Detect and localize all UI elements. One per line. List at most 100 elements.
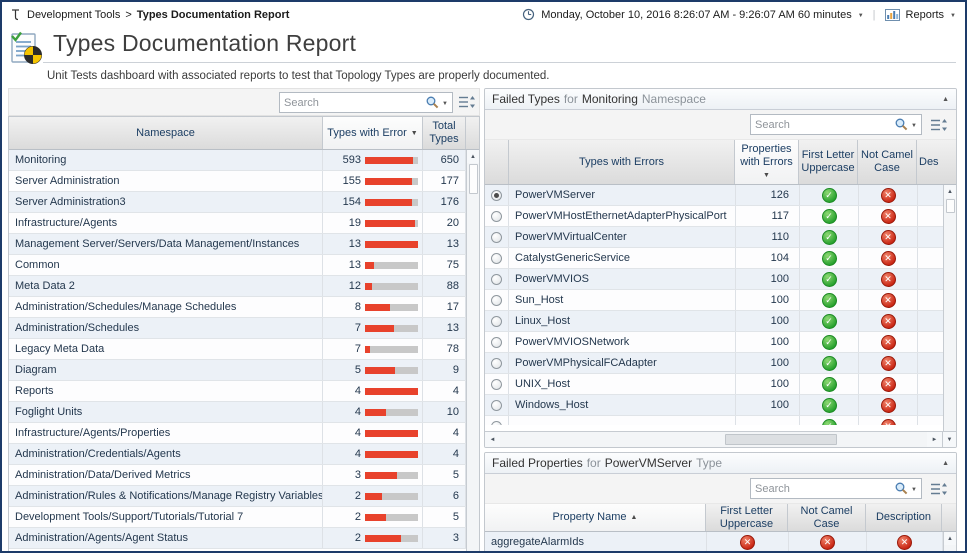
failed-types-horizontal-scrollbar[interactable]: ◄ ► ▼	[485, 431, 956, 447]
customizer-icon[interactable]	[931, 118, 947, 132]
scroll-right-icon[interactable]: ►	[927, 432, 942, 447]
table-row[interactable]: Development Tools/Support/Tutorials/Tuto…	[9, 507, 466, 528]
column-header[interactable]: Property Name▲	[485, 504, 706, 531]
error-ratio-bar-fill	[365, 262, 374, 269]
table-row[interactable]: CatalystGenericService104✓✕	[485, 248, 943, 269]
search-options-caret-icon[interactable]	[911, 119, 917, 131]
failed-types-vertical-scrollbar[interactable]: ▲	[943, 185, 956, 438]
column-header[interactable]: Types with Errors	[509, 140, 735, 184]
table-row[interactable]: Infrastructure/Agents1920	[9, 213, 466, 234]
error-ratio-bar	[365, 304, 418, 311]
customizer-icon[interactable]	[459, 95, 475, 109]
row-radio-button[interactable]	[491, 253, 502, 264]
namespaces-search-input[interactable]	[280, 97, 425, 109]
type-name-cell: CatalystGenericService	[509, 248, 736, 268]
types-with-error-cell: 4	[323, 444, 423, 464]
table-row[interactable]: Foglight Units410	[9, 402, 466, 423]
table-row[interactable]: Sun_Host100✓✕	[485, 290, 943, 311]
table-row[interactable]: PowerVMServer126✓✕	[485, 185, 943, 206]
table-row[interactable]: aggregateAlarmIds✕✕✕	[485, 532, 943, 553]
table-row[interactable]: Legacy Meta Data778	[9, 339, 466, 360]
row-radio-button[interactable]	[491, 232, 502, 243]
row-radio-button[interactable]	[491, 337, 502, 348]
namespaces-vertical-scrollbar[interactable]: ▲	[466, 150, 479, 552]
table-row[interactable]: Linux_Host100✓✕	[485, 311, 943, 332]
column-header[interactable]: Des	[917, 140, 942, 184]
time-range-label[interactable]: Monday, October 10, 2016 8:26:07 AM - 9:…	[541, 9, 851, 21]
description-cell	[918, 248, 943, 268]
table-row[interactable]: PowerVMVIOSNetwork100✓✕	[485, 332, 943, 353]
row-radio-button[interactable]	[491, 274, 502, 285]
column-header[interactable]: Description	[866, 504, 942, 531]
table-row[interactable]: Server Administration3154176	[9, 192, 466, 213]
search-icon[interactable]	[894, 481, 909, 496]
row-radio-button[interactable]	[491, 379, 502, 390]
row-radio-button[interactable]	[491, 190, 502, 201]
column-header[interactable]: First Letter Uppercase	[706, 504, 788, 531]
table-row[interactable]: Infrastructure/Agents/Properties44	[9, 423, 466, 444]
column-header[interactable]	[485, 140, 509, 184]
error-count: 19	[349, 217, 361, 229]
failed-types-search-input[interactable]	[751, 119, 894, 131]
reports-caret-icon[interactable]	[950, 9, 956, 21]
error-ratio-bar-fill	[365, 283, 372, 290]
row-radio-button[interactable]	[491, 211, 502, 222]
collapse-panel-icon[interactable]: ▲	[942, 96, 949, 103]
search-options-caret-icon[interactable]	[911, 483, 917, 495]
table-row[interactable]: Meta Data 21288	[9, 276, 466, 297]
table-row[interactable]: PowerVMPhysicalFCAdapter100✓✕	[485, 353, 943, 374]
table-row[interactable]: ✓✕	[485, 416, 943, 425]
row-radio-button[interactable]	[491, 358, 502, 369]
scroll-up-icon[interactable]: ▲	[467, 150, 479, 163]
breadcrumb-parent[interactable]: Development Tools	[27, 9, 120, 21]
table-row[interactable]: Management Server/Servers/Data Managemen…	[9, 234, 466, 255]
table-row[interactable]: Reports44	[9, 381, 466, 402]
table-row[interactable]: Administration/Credentials/Agents44	[9, 444, 466, 465]
column-header[interactable]: Properties with Errors▼	[735, 140, 799, 184]
customizer-icon[interactable]	[931, 482, 947, 496]
scroll-down-icon[interactable]: ▼	[942, 432, 956, 447]
search-icon[interactable]	[425, 95, 440, 110]
table-row[interactable]: Administration/Data/Derived Metrics35	[9, 465, 466, 486]
types-with-error-cell: 12	[323, 276, 423, 296]
scrollbar-thumb[interactable]	[725, 434, 837, 445]
table-row[interactable]: Monitoring593650	[9, 150, 466, 171]
column-header[interactable]: Not Camel Case	[858, 140, 917, 184]
row-radio-button[interactable]	[491, 400, 502, 411]
table-row[interactable]: Administration/Agents/Agent Status23	[9, 528, 466, 549]
failed-properties-search-input[interactable]	[751, 483, 894, 495]
table-row[interactable]: UNIX_Host100✓✕	[485, 374, 943, 395]
collapse-panel-icon[interactable]: ▲	[942, 460, 949, 467]
column-header[interactable]: Namespace	[9, 117, 323, 149]
scrollbar-thumb[interactable]	[946, 199, 955, 213]
time-range-caret-icon[interactable]	[858, 9, 864, 21]
search-options-caret-icon[interactable]	[442, 97, 448, 109]
table-row[interactable]: Diagram59	[9, 360, 466, 381]
row-radio-button[interactable]	[491, 295, 502, 306]
scrollbar-thumb[interactable]	[469, 164, 478, 194]
table-row[interactable]: Server Administration155177	[9, 171, 466, 192]
table-row[interactable]: PowerVMVirtualCenter110✓✕	[485, 227, 943, 248]
column-header[interactable]: Total Types	[423, 117, 466, 149]
error-count: 7	[355, 343, 361, 355]
scroll-up-icon[interactable]: ▲	[944, 532, 956, 545]
column-header[interactable]: First Letter Uppercase	[799, 140, 858, 184]
table-row[interactable]: Administration/Schedules/Manage Schedule…	[9, 297, 466, 318]
column-header[interactable]: Types with Error▼	[323, 117, 423, 149]
row-radio-button[interactable]	[491, 421, 502, 426]
table-row[interactable]: Administration/Rules & Notifications/Man…	[9, 486, 466, 507]
table-row[interactable]: Windows_Host100✓✕	[485, 395, 943, 416]
table-row[interactable]: PowerVMHostEthernetAdapterPhysicalPort11…	[485, 206, 943, 227]
column-header[interactable]: Not Camel Case	[788, 504, 866, 531]
table-row[interactable]: Common1375	[9, 255, 466, 276]
scroll-up-icon[interactable]: ▲	[944, 185, 956, 198]
table-row[interactable]: Administration/Schedules713	[9, 318, 466, 339]
table-row[interactable]: PowerVMVIOS100✓✕	[485, 269, 943, 290]
scroll-left-icon[interactable]: ◄	[485, 432, 500, 447]
failed-properties-vertical-scrollbar[interactable]: ▲	[943, 532, 956, 553]
column-header-label: Not Camel Case	[790, 505, 863, 531]
row-radio-button[interactable]	[491, 316, 502, 327]
reports-menu-label[interactable]: Reports	[906, 9, 945, 21]
scrollbar-track[interactable]	[500, 432, 927, 447]
search-icon[interactable]	[894, 117, 909, 132]
